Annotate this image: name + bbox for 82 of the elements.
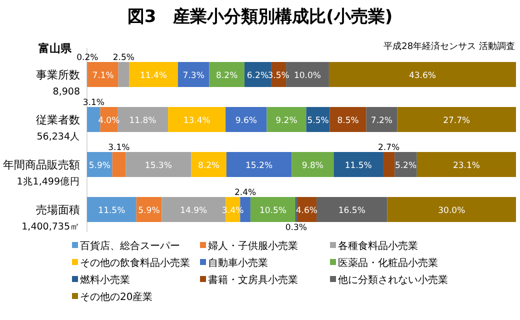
bar: [387, 197, 516, 222]
data-label: 11.5%: [344, 161, 372, 171]
bar: [209, 62, 244, 87]
bar: [87, 107, 100, 132]
bar: [334, 152, 384, 177]
bar: [416, 152, 516, 177]
legend-label: 燃料小売業: [80, 274, 130, 286]
bar: [87, 197, 136, 222]
data-label: 11.4%: [140, 71, 168, 81]
data-label: 8.2%: [216, 71, 238, 81]
data-label: 7.1%: [92, 71, 114, 81]
bar: [226, 107, 267, 132]
bar: [129, 62, 178, 87]
data-label: 13.4%: [183, 116, 210, 126]
data-label: 10.5%: [259, 206, 286, 216]
data-label: 8.2%: [198, 161, 220, 171]
bar: [178, 62, 210, 87]
data-label: 2.4%: [234, 188, 256, 198]
bar: [292, 152, 334, 177]
data-label: 2.5%: [112, 53, 134, 63]
data-label: 9.2%: [276, 116, 298, 126]
data-label: 5.5%: [307, 116, 329, 126]
legend-label: 書籍・文房具小売業: [208, 274, 298, 286]
data-label: 30.0%: [438, 206, 466, 216]
data-label: 43.6%: [408, 71, 436, 81]
data-label: 8.5%: [337, 116, 359, 126]
data-label: 0.2%: [76, 53, 98, 63]
data-label: 11.5%: [98, 206, 126, 216]
bar: [168, 107, 226, 132]
bar: [191, 152, 226, 177]
data-label: 0.3%: [285, 223, 307, 233]
bar: [366, 107, 398, 132]
chart-title: 図3 産業小分類別構成比(小売業): [127, 7, 393, 27]
bar: [397, 107, 516, 132]
bar: [383, 152, 395, 177]
bar: [328, 62, 516, 87]
bar: [330, 107, 366, 132]
legend-label: その他の飲食料品小売業: [80, 257, 190, 269]
legend-label: 婦人・子供服小売業: [208, 240, 298, 252]
legend-label: 他に分類されない小売業: [338, 274, 448, 286]
bar: [226, 152, 292, 177]
data-label: 16.5%: [338, 206, 366, 216]
bar: [250, 197, 296, 222]
bar: [306, 107, 330, 132]
data-label: 5.2%: [394, 161, 417, 171]
y-tick-label: 年間商品販売額 1兆1,499億円: [3, 158, 80, 188]
legend-label: 自動車小売業: [208, 257, 268, 269]
data-label: 5.9%: [138, 206, 160, 216]
data-label: 3.5%: [268, 71, 290, 81]
data-label: 23.1%: [452, 161, 480, 171]
data-label: 11.8%: [129, 116, 156, 126]
legend-label: その他の20産業: [80, 291, 153, 303]
data-label: 6.2%: [246, 71, 269, 81]
y-tick-label: 従業者数 56,234人: [36, 114, 80, 142]
data-label: 15.2%: [246, 161, 273, 171]
data-label: 3.1%: [108, 143, 130, 153]
bar: [112, 152, 126, 177]
y-tick-label: 売場面積 1,400,735㎡: [22, 204, 80, 232]
data-label: 14.9%: [180, 206, 208, 216]
text: 富山県: [38, 42, 72, 55]
data-label: 27.7%: [443, 116, 470, 126]
data-label: 7.2%: [370, 116, 393, 126]
legend-label: 百貨店、総合スーパー: [80, 240, 180, 252]
data-label: 4.6%: [296, 206, 318, 216]
y-tick-label: 事業所数 8,908: [36, 68, 80, 98]
legend-label: 各種食料品小売業: [338, 240, 418, 252]
data-label: 5.9%: [88, 161, 110, 171]
data-label: 9.6%: [235, 116, 257, 126]
data-label: 3.1%: [82, 98, 104, 108]
annotation: 平成28年経済センサス 活動調査: [384, 41, 515, 52]
data-label: 2.7%: [378, 143, 400, 153]
data-label: 7.3%: [182, 71, 204, 81]
bar: [316, 197, 388, 222]
bar: [88, 62, 118, 87]
bar: [126, 152, 192, 177]
data-label: 15.3%: [144, 161, 172, 171]
bar: [87, 152, 112, 177]
bar: [266, 107, 306, 132]
legend-label: 医薬品・化粧品小売業: [338, 257, 438, 269]
data-label: 10.0%: [294, 71, 322, 81]
data-label: 9.8%: [302, 161, 324, 171]
bar: [118, 62, 130, 87]
